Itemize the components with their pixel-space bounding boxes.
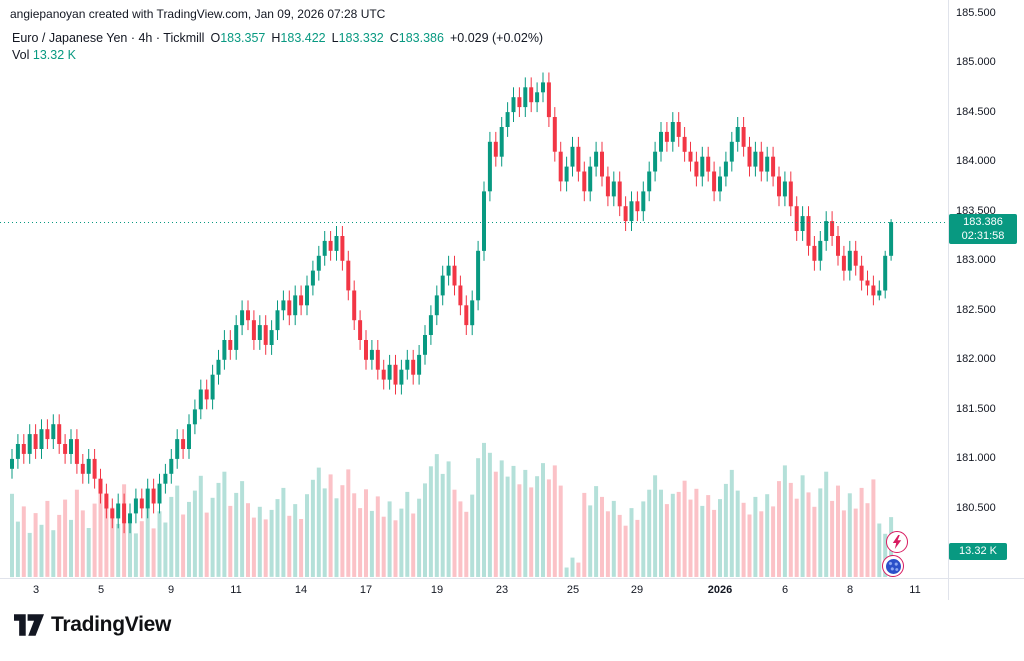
time-tick: 14: [294, 584, 308, 596]
price-tick: 182.500: [956, 304, 996, 316]
time-tick: 2026: [707, 584, 733, 596]
last-price-badge: 183.386 02:31:58: [949, 214, 1017, 244]
time-axis-separator: [0, 578, 1024, 579]
tradingview-logo[interactable]: TradingView: [14, 613, 171, 637]
time-tick: 9: [167, 584, 175, 596]
price-tick: 184.500: [956, 106, 996, 118]
price-tick: 185.000: [956, 56, 996, 68]
boost-button[interactable]: [886, 531, 908, 553]
time-tick: 25: [566, 584, 580, 596]
tradingview-wordmark: TradingView: [51, 613, 172, 636]
price-tick: 182.000: [956, 353, 996, 365]
attribution-text: angiepanoyan created with TradingView.co…: [10, 7, 386, 21]
time-tick: 23: [495, 584, 509, 596]
time-tick: 3: [32, 584, 40, 596]
time-tick: 19: [430, 584, 444, 596]
volume-label: Vol: [12, 48, 30, 62]
price-tick: 181.500: [956, 403, 996, 415]
chart-canvas[interactable]: [0, 0, 1024, 578]
time-tick: 11: [230, 584, 242, 596]
time-tick: 5: [97, 584, 105, 596]
globe-icon: [885, 558, 901, 574]
ohlc-low: L183.332: [331, 31, 384, 45]
ohlc-close: C183.386: [389, 31, 444, 45]
price-axis-separator: [948, 0, 949, 600]
price-tick: 183.000: [956, 254, 996, 266]
ohlc-high: H183.422: [271, 31, 326, 45]
tradingview-mark-icon: [14, 614, 44, 636]
ohlc-open: O183.357: [210, 31, 266, 45]
price-tick: 181.000: [956, 452, 996, 464]
volume-value: 13.32 K: [32, 48, 76, 62]
bar-countdown: 02:31:58: [961, 230, 1005, 242]
price-tick: 180.500: [956, 502, 996, 514]
globe-button[interactable]: [882, 555, 904, 577]
time-tick: 17: [359, 584, 373, 596]
volume-badge: 13.32 K: [949, 543, 1007, 560]
time-tick: 29: [630, 584, 644, 596]
time-tick: 11: [909, 584, 921, 596]
volume-legend: Vol 13.32 K: [12, 48, 76, 62]
price-tick: 185.500: [956, 7, 996, 19]
lightning-icon: [892, 535, 902, 549]
time-tick: 6: [781, 584, 789, 596]
last-price-value: 183.386: [963, 216, 1003, 228]
time-tick: 8: [846, 584, 854, 596]
symbol-legend: Euro / Japanese Yen · 4h · Tickmill O183.…: [12, 31, 543, 45]
symbol-title: Euro / Japanese Yen · 4h · Tickmill: [12, 31, 205, 45]
change-text: +0.029 (+0.02%): [449, 31, 544, 45]
price-tick: 184.000: [956, 155, 996, 167]
